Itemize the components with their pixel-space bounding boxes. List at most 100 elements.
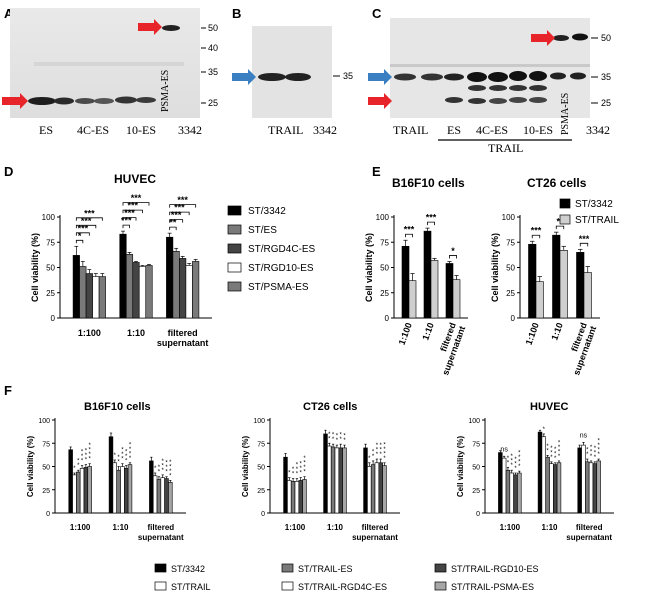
star-mark: * [511,454,514,460]
y-axis-label: Cell viability (%) [490,233,500,302]
bar [338,447,343,514]
band-b-1 [258,73,286,81]
star-mark: * [554,451,557,457]
star-column: * * * [121,448,124,463]
category-label: filteredsupernatant [431,321,467,376]
chart-d: D HUVEC 0 25 50 75 100 Cell viability (%) 1:100 1… [4,164,212,348]
star-column: * * [546,444,549,455]
y-tick-label: 75 [506,238,515,247]
panel-b-blot [252,26,332,118]
star-mark: * [328,432,331,438]
bar [125,254,134,319]
legend-swatch [227,205,242,216]
category-label: 1:100 [524,321,541,346]
legend-label: ST/TRAIL-RGD10-ES [451,564,539,574]
star-mark: * [158,470,161,476]
lane-c-10: 10-ES [523,123,553,137]
bar [168,482,173,514]
bar [513,474,518,514]
category-label-line: supernatant [138,533,184,542]
star-column: * * * [125,450,128,465]
star-column: * * * [296,463,299,478]
star-mark: * [300,462,303,468]
y-tick-label: 25 [46,289,55,298]
category-label: 1:100 [285,523,306,532]
bar [149,460,154,514]
significance-label: *** [404,225,415,235]
star-mark: * [546,448,549,454]
bar [287,480,292,514]
star-mark: * [597,443,600,449]
y-tick-label: 75 [46,238,55,247]
star-mark: * [368,456,371,462]
star-column: * * * [300,462,303,477]
category-label-line: 1:100 [500,523,521,532]
red-arrow-c-bottom [368,93,392,109]
category-label-line: 1:100 [524,321,541,346]
panel-c: C 50 35 25 TRA [368,6,611,155]
lane-b-trail: TRAIL [268,123,303,137]
bar [401,245,410,319]
bar [408,280,417,319]
bar [327,445,332,514]
legend-label: ST/TRAIL-RGD4C-ES [298,582,387,592]
star-mark: * [85,458,88,464]
bar [108,436,114,514]
star-mark: * [558,445,561,451]
significance-bracket [169,204,197,208]
star-mark: * [586,452,589,458]
y-axis-label: Cell viability (%) [26,435,35,497]
bar [501,457,507,514]
star-mark: * [380,443,383,449]
panel-letter: F [4,383,12,398]
panel-b-letter: B [232,6,241,21]
panel-letter: E [372,164,381,179]
bar [596,460,601,514]
y-tick-label: 50 [472,465,480,472]
significance-label: * [451,246,455,256]
star-mark: * [121,448,124,454]
star-mark: * [597,439,600,445]
star-column: * * [158,465,161,476]
bar [588,462,594,514]
star-column: * * * [590,445,593,460]
y-tick-label: 75 [42,441,50,448]
star-mark: * [558,449,561,455]
bar [556,462,562,514]
star-column: * [114,453,117,459]
bar [592,463,598,514]
category-label: 1:10 [112,523,129,532]
star-mark: * [554,447,557,453]
star-mark: * [292,472,295,478]
marker-c-35: 35 [601,72,611,82]
chart-title: B16F10 cells [392,176,465,190]
star-column: * [543,427,546,433]
significance-label: *** [171,210,182,220]
bar [83,467,89,514]
star-column: * * * * [383,442,386,462]
band-a-es2 [54,97,74,105]
star-mark: * [511,463,514,469]
y-tick-label: 100 [468,418,480,425]
category-label: 1:100 [70,523,91,532]
star-mark: * [296,463,299,469]
star-mark: * [296,467,299,473]
star-mark: * [169,460,172,466]
bar [535,281,544,319]
star-mark: * [383,456,386,462]
y-tick-label: 100 [502,213,516,222]
y-tick-label: 25 [257,488,265,495]
star-mark: * [597,452,600,458]
bar [382,465,387,514]
star-mark: * [518,455,521,461]
lane-a-10: 10-ES [126,123,156,137]
bar [559,250,568,319]
star-mark: * [121,457,124,463]
y-tick-label: 0 [51,314,56,323]
ns-label: ns [580,432,588,439]
category-label: 1:10 [327,523,344,532]
legend-swatch [154,581,167,591]
star-mark: * [85,449,88,455]
star-mark: * [288,471,291,477]
